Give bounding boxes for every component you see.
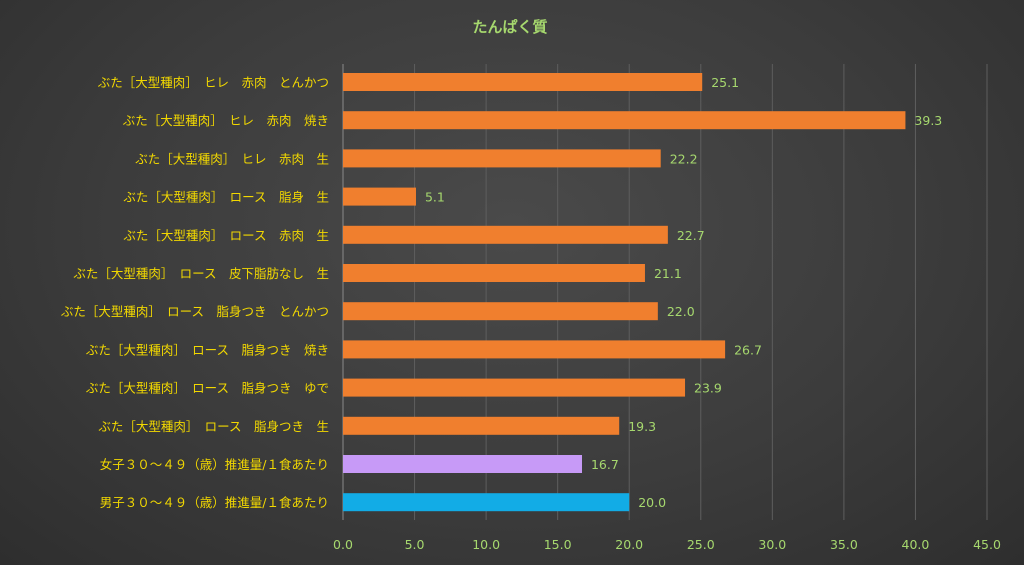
category-label: 男子３０～４９（歳）推進量/１食あたり <box>100 495 329 510</box>
category-label: 女子３０～４９（歳）推進量/１食あたり <box>100 457 329 472</box>
category-label: ぶた［大型種肉］ ロース 脂身つき 焼き <box>86 342 329 357</box>
bars <box>343 73 906 512</box>
value-label: 22.2 <box>670 151 698 166</box>
bar <box>343 302 658 321</box>
x-tick-label: 5.0 <box>405 537 425 552</box>
bar <box>343 264 645 282</box>
value-label: 39.3 <box>914 113 942 128</box>
value-labels: 25.1 39.3 22.2 5.1 22.7 21.1 22.0 26.7 23.9 19.3 1… <box>425 75 942 510</box>
bar <box>343 73 703 91</box>
x-tick-label: 15.0 <box>544 537 572 552</box>
x-tick-label: 35.0 <box>830 537 858 552</box>
x-tick-label: 45.0 <box>973 537 1001 552</box>
x-tick-label: 30.0 <box>758 537 786 552</box>
bar <box>343 187 416 206</box>
x-tick-label: 20.0 <box>615 537 643 552</box>
category-label: ぶた［大型種肉］ ロース 脂身つき ゆで <box>86 381 329 396</box>
category-label: ぶた［大型種肉］ ロース 皮下脂肪なし 生 <box>73 266 329 281</box>
bar <box>343 149 661 168</box>
value-label: 25.1 <box>711 75 739 90</box>
value-label: 26.7 <box>734 342 762 357</box>
value-label: 19.3 <box>628 419 656 434</box>
category-label: ぶた［大型種肉］ ヒレ 赤肉 とんかつ <box>98 75 329 90</box>
category-label: ぶた［大型種肉］ ロース 赤肉 生 <box>123 228 329 243</box>
x-tick-label: 0.0 <box>333 537 353 552</box>
category-label: ぶた［大型種肉］ ヒレ 赤肉 焼き <box>123 113 329 128</box>
gridlines <box>342 64 988 520</box>
bar <box>343 378 686 397</box>
bar <box>343 455 582 473</box>
value-label: 20.0 <box>638 495 666 510</box>
bar <box>343 493 630 512</box>
value-label: 16.7 <box>591 457 619 472</box>
chart-title: たんぱく質 <box>472 18 547 36</box>
bar <box>343 416 620 435</box>
value-label: 22.0 <box>667 304 695 319</box>
value-label: 22.7 <box>677 228 705 243</box>
bar <box>343 340 726 359</box>
category-label: ぶた［大型種肉］ ロース 脂身 生 <box>123 190 329 205</box>
bar <box>343 111 906 130</box>
value-label: 23.9 <box>694 381 722 396</box>
x-tick-label: 10.0 <box>472 537 500 552</box>
value-label: 21.1 <box>654 266 682 281</box>
bar <box>343 225 668 244</box>
category-label: ぶた［大型種肉］ ロース 脂身つき とんかつ <box>61 304 329 319</box>
x-tick-label: 25.0 <box>687 537 715 552</box>
category-label: ぶた［大型種肉］ ヒレ 赤肉 生 <box>135 151 329 166</box>
x-tick-labels: 0.0 5.0 10.0 15.0 20.0 25.0 30.0 35.0 40.0 45.0 <box>333 537 1001 552</box>
x-tick-label: 40.0 <box>902 537 930 552</box>
category-label: ぶた［大型種肉］ ロース 脂身つき 生 <box>98 419 329 434</box>
value-label: 5.1 <box>425 190 445 205</box>
